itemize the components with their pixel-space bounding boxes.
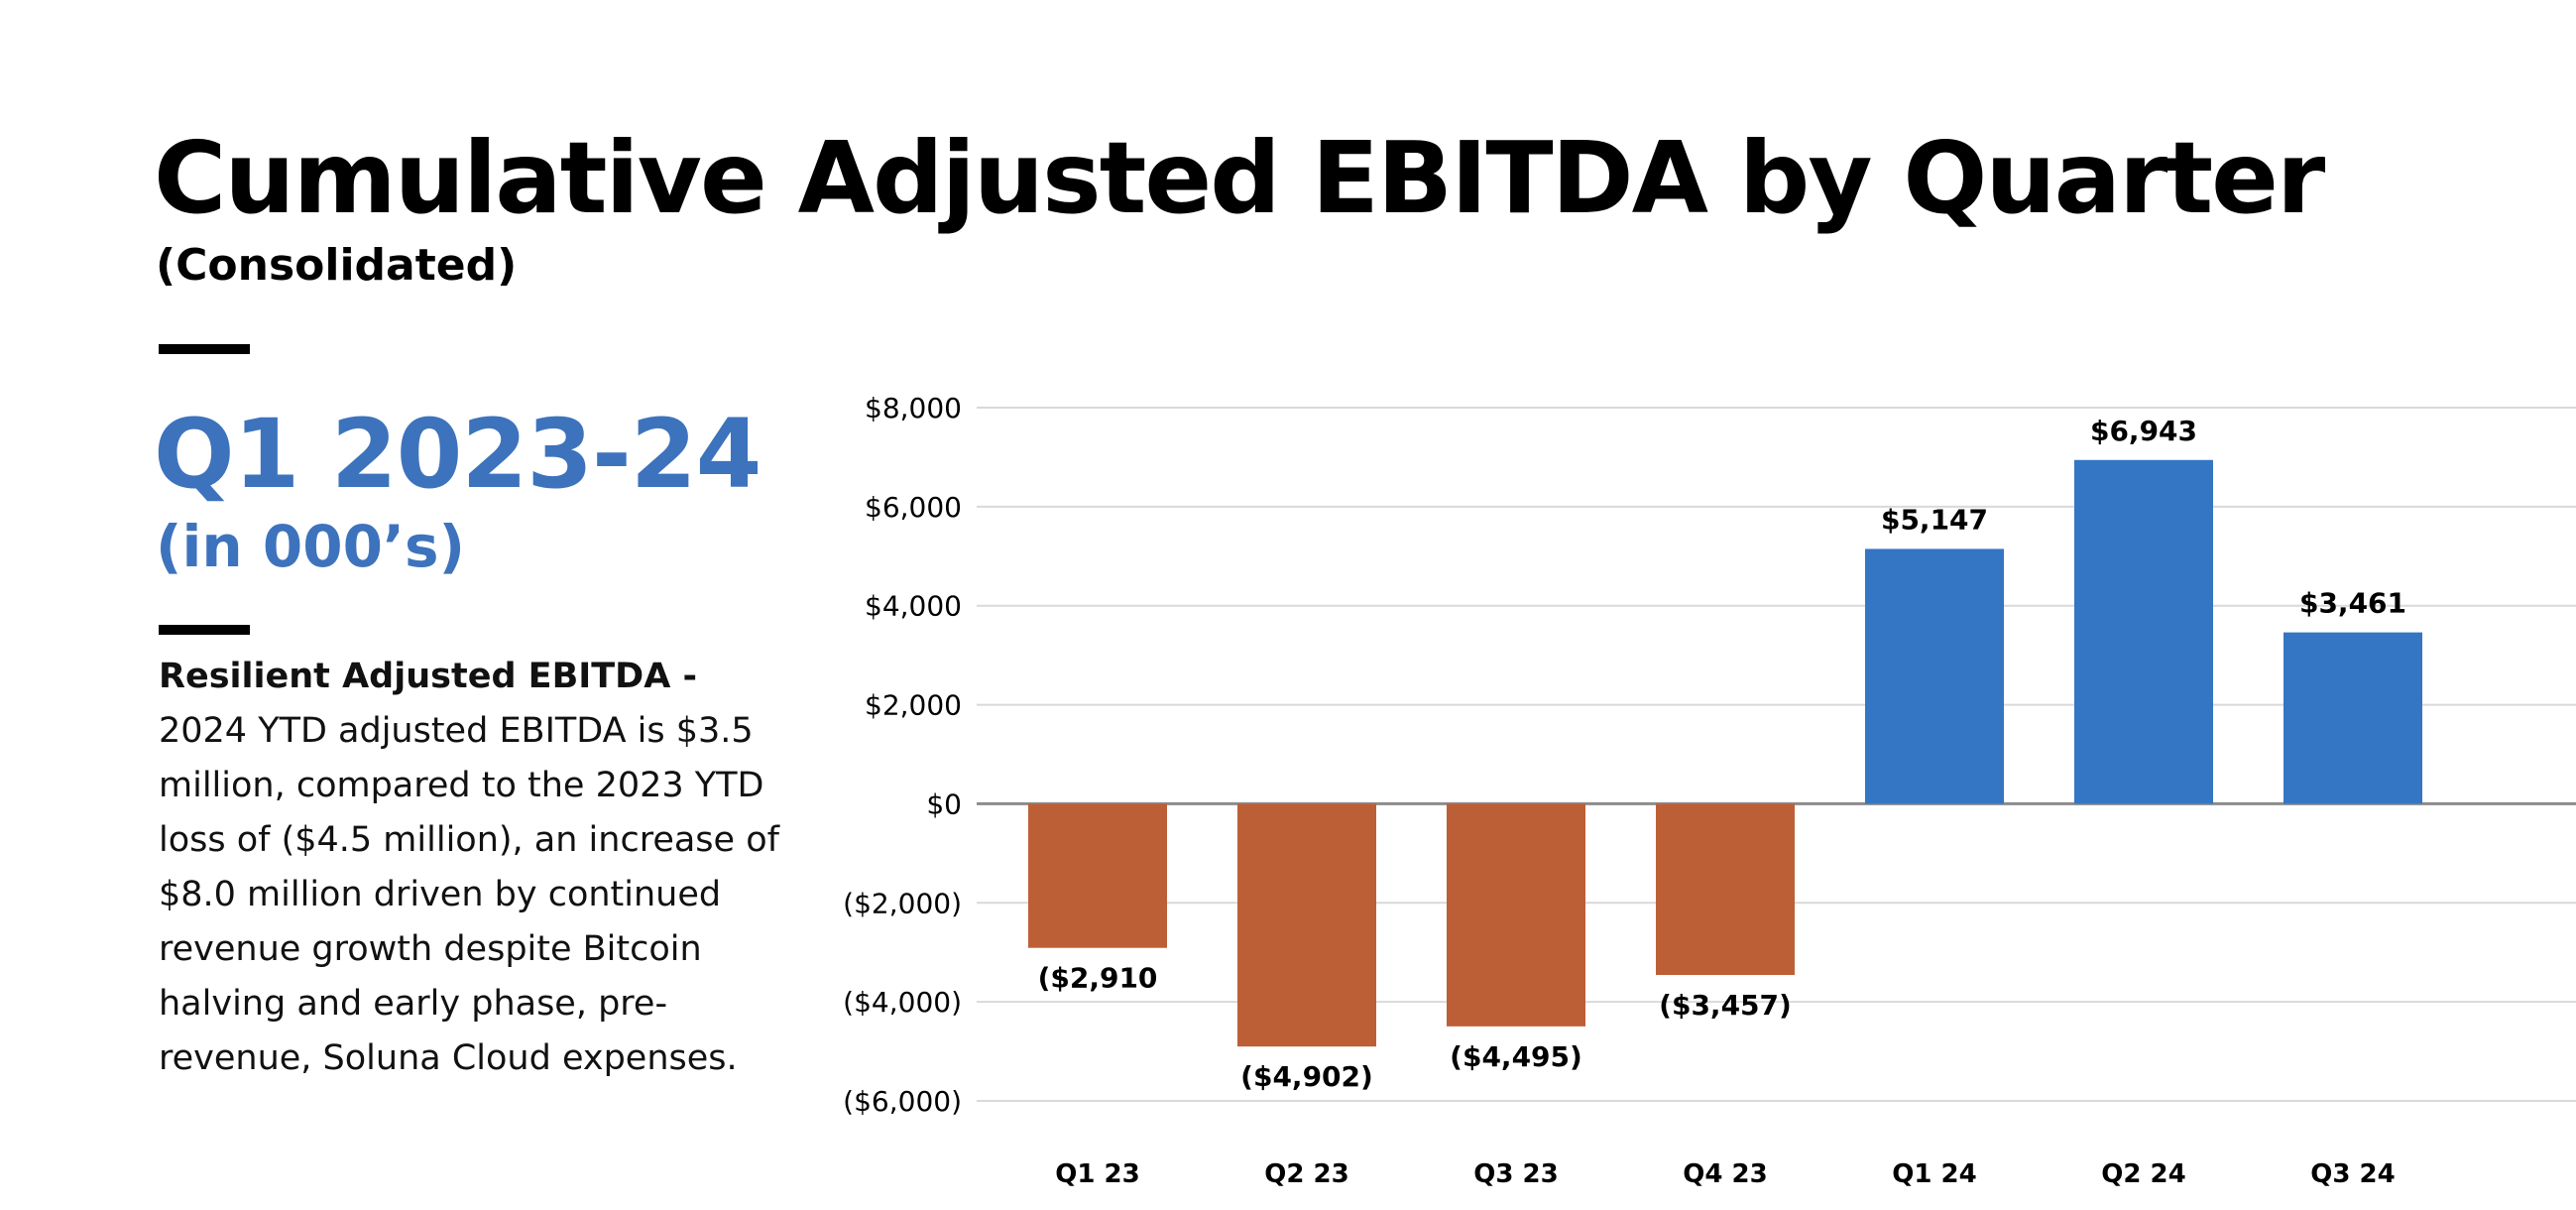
- x-tick-label: Q4 23: [1683, 1159, 1767, 1189]
- data-label: ($4,902): [1240, 1060, 1373, 1093]
- bar-q4-23: [1656, 803, 1795, 976]
- bar-q2-24: [2074, 459, 2213, 804]
- data-label: $3,461: [2299, 587, 2406, 620]
- page-subtitle: (Consolidated): [156, 240, 518, 291]
- data-label: ($3,457): [1659, 989, 1792, 1022]
- summary-lead: Resilient Adjusted EBITDA -: [159, 657, 698, 696]
- unit-heading: (in 000’s): [156, 513, 466, 580]
- data-label: ($2,910: [1038, 962, 1158, 995]
- y-tick-label: ($4,000): [843, 986, 962, 1019]
- x-tick-label: Q1 23: [1055, 1159, 1139, 1189]
- bar-q3-23: [1447, 803, 1585, 1027]
- bar-q1-23: [1028, 803, 1167, 948]
- data-label: $6,943: [2090, 415, 2197, 447]
- bar-q2-23: [1237, 803, 1376, 1047]
- bar-q1-24: [1865, 548, 2004, 804]
- y-tick-label: $2,000: [865, 689, 962, 722]
- x-tick-label: Q3 24: [2310, 1159, 2395, 1189]
- divider-bottom: [159, 625, 250, 635]
- page-title: Cumulative Adjusted EBITDA by Quarter: [154, 120, 2325, 236]
- period-heading: Q1 2023-24: [154, 399, 761, 510]
- summary-text: 2024 YTD adjusted EBITDA is $3.5 million…: [159, 711, 779, 1078]
- y-tick-label: $6,000: [865, 491, 962, 524]
- y-tick-label: $4,000: [865, 590, 962, 623]
- bar-q3-24: [2283, 632, 2422, 804]
- y-tick-label: ($6,000): [843, 1085, 962, 1118]
- x-tick-label: Q1 24: [1892, 1159, 1976, 1189]
- y-tick-label: $8,000: [865, 392, 962, 424]
- data-label: ($4,495): [1450, 1040, 1582, 1073]
- data-label: $5,147: [1881, 503, 1988, 536]
- x-tick-label: Q2 24: [2101, 1159, 2185, 1189]
- y-tick-label: $0: [926, 787, 962, 820]
- x-tick-label: Q2 23: [1264, 1159, 1348, 1189]
- divider-top: [159, 344, 250, 354]
- y-tick-label: ($2,000): [843, 887, 962, 919]
- x-tick-label: Q3 23: [1473, 1159, 1558, 1189]
- summary-paragraph: Resilient Adjusted EBITDA - 2024 YTD adj…: [159, 650, 793, 1086]
